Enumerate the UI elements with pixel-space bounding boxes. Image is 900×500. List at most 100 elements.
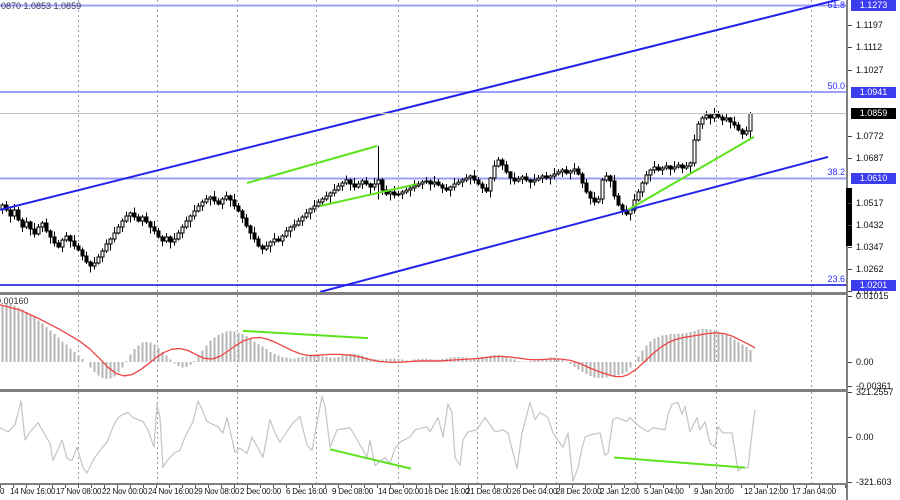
indicator-axis-label: 0.00: [856, 357, 874, 368]
price-axis[interactable]: 1.1197 1.1112 1.1027 1.0772 1.0687 1.0517 1.04…: [848, 0, 900, 500]
time-axis[interactable]: 0 14 Nov 16:00 17 Nov 08:00 22 Nov 00:00 24 …: [0, 485, 848, 500]
time-axis-label: 22 Nov 00:00: [102, 487, 148, 496]
candle-body: [200, 201, 205, 207]
price-axis-label: 1.0432: [856, 219, 884, 230]
candle-body: [324, 195, 329, 200]
candle-body: [188, 215, 193, 222]
indicator-axis-tick: [848, 385, 852, 387]
candle-body: [524, 176, 529, 181]
panel-separator[interactable]: [0, 292, 848, 295]
candle-body: [676, 164, 681, 168]
candle-body: [520, 176, 525, 180]
candle-body: [500, 159, 505, 166]
candle-body: [420, 181, 425, 185]
candle-body: [588, 191, 593, 199]
candle-body: [196, 205, 201, 212]
time-axis-label: 6 Dec 16:00: [286, 487, 327, 496]
candle-body: [496, 159, 501, 167]
candle-body: [284, 230, 289, 237]
oscillator-panel[interactable]: [0, 392, 848, 483]
candle-body: [572, 168, 577, 172]
price-axis-label: 1.0177: [856, 286, 884, 297]
candle-body: [508, 171, 513, 179]
candle-body: [424, 180, 429, 183]
chart-line: [329, 448, 412, 470]
candle-body: [560, 169, 565, 173]
candle-body: [276, 238, 281, 242]
candle-body: [540, 175, 545, 179]
candle-body: [156, 230, 161, 238]
candle-body: [580, 173, 585, 184]
candle-body: [388, 191, 393, 195]
candle-body: [128, 212, 133, 217]
candle-body: [340, 182, 345, 187]
macd-panel[interactable]: [0, 295, 848, 389]
indicator-axis-label: -321.603: [856, 477, 892, 488]
candle-body: [180, 226, 185, 234]
fib-ratio-label: 61.8: [827, 0, 845, 10]
time-axis-border: [0, 483, 848, 485]
candle-body: [148, 221, 153, 228]
chart-line: [627, 136, 755, 211]
candle-body: [648, 169, 653, 176]
panel-separator[interactable]: [0, 389, 848, 392]
indicator-axis-tick: [848, 295, 852, 297]
candle-body: [608, 175, 613, 182]
candle-body: [432, 181, 437, 185]
candle-body: [100, 250, 105, 258]
candle-body: [684, 165, 689, 169]
candle-body: [604, 175, 609, 181]
candle-body: [296, 220, 301, 226]
candle-body: [372, 183, 377, 188]
candle-body: [640, 182, 645, 193]
fib-price-badge: 1.0201: [851, 279, 896, 291]
time-axis-label: 17 Nov 08:00: [56, 487, 102, 496]
candle-body: [332, 189, 337, 194]
candle-body: [476, 179, 481, 185]
candle-body: [120, 220, 125, 228]
candle-body: [204, 198, 209, 203]
price-axis-tick: [848, 224, 852, 226]
candle-body: [24, 221, 29, 228]
candle-body: [236, 205, 241, 212]
candle-body: [748, 112, 753, 132]
candle-body: [492, 165, 497, 179]
indicator-axis-label: -0.00361: [856, 380, 892, 391]
chart-line: [246, 145, 378, 184]
candle-body: [720, 116, 725, 121]
candle-body: [8, 209, 13, 217]
candle-body: [564, 169, 569, 174]
candle-body: [568, 170, 573, 174]
candle-body: [12, 209, 17, 217]
candle-body: [452, 183, 457, 188]
candle-body: [292, 224, 297, 228]
candle-body: [460, 179, 465, 183]
chart-line: [0, 0, 841, 211]
candle-body: [548, 175, 553, 179]
candle-body: [36, 226, 41, 235]
price-chart-panel[interactable]: [0, 0, 848, 292]
candle-body: [576, 168, 581, 175]
candle-body: [132, 212, 137, 218]
candle-body: [464, 177, 469, 181]
price-axis-label: 1.1112: [856, 42, 883, 53]
price-axis-tick: [848, 202, 852, 204]
candle-body: [96, 256, 101, 264]
time-axis-ticks: [0, 485, 848, 488]
indicator-axis-label: 321.2557: [856, 387, 894, 397]
candle-body: [664, 165, 669, 169]
candle-body: [536, 177, 541, 181]
candle-body: [448, 186, 453, 191]
candle-body: [724, 117, 729, 121]
time-axis-label: 29 Nov 08:00: [194, 487, 240, 496]
candle-body: [344, 179, 349, 184]
candle-body: [268, 241, 273, 247]
candle-body: [416, 183, 421, 187]
axis-scale-marker: [846, 188, 852, 246]
time-axis-label: 5 Jan 04:00: [644, 487, 684, 496]
fib-ratio-label: 50.0: [827, 81, 845, 92]
fib-price-badge: 1.1273: [851, 0, 896, 12]
indicator-axis-label: 0.00: [856, 431, 874, 442]
indicator-axis-tick: [848, 392, 852, 393]
candle-body: [112, 232, 117, 240]
